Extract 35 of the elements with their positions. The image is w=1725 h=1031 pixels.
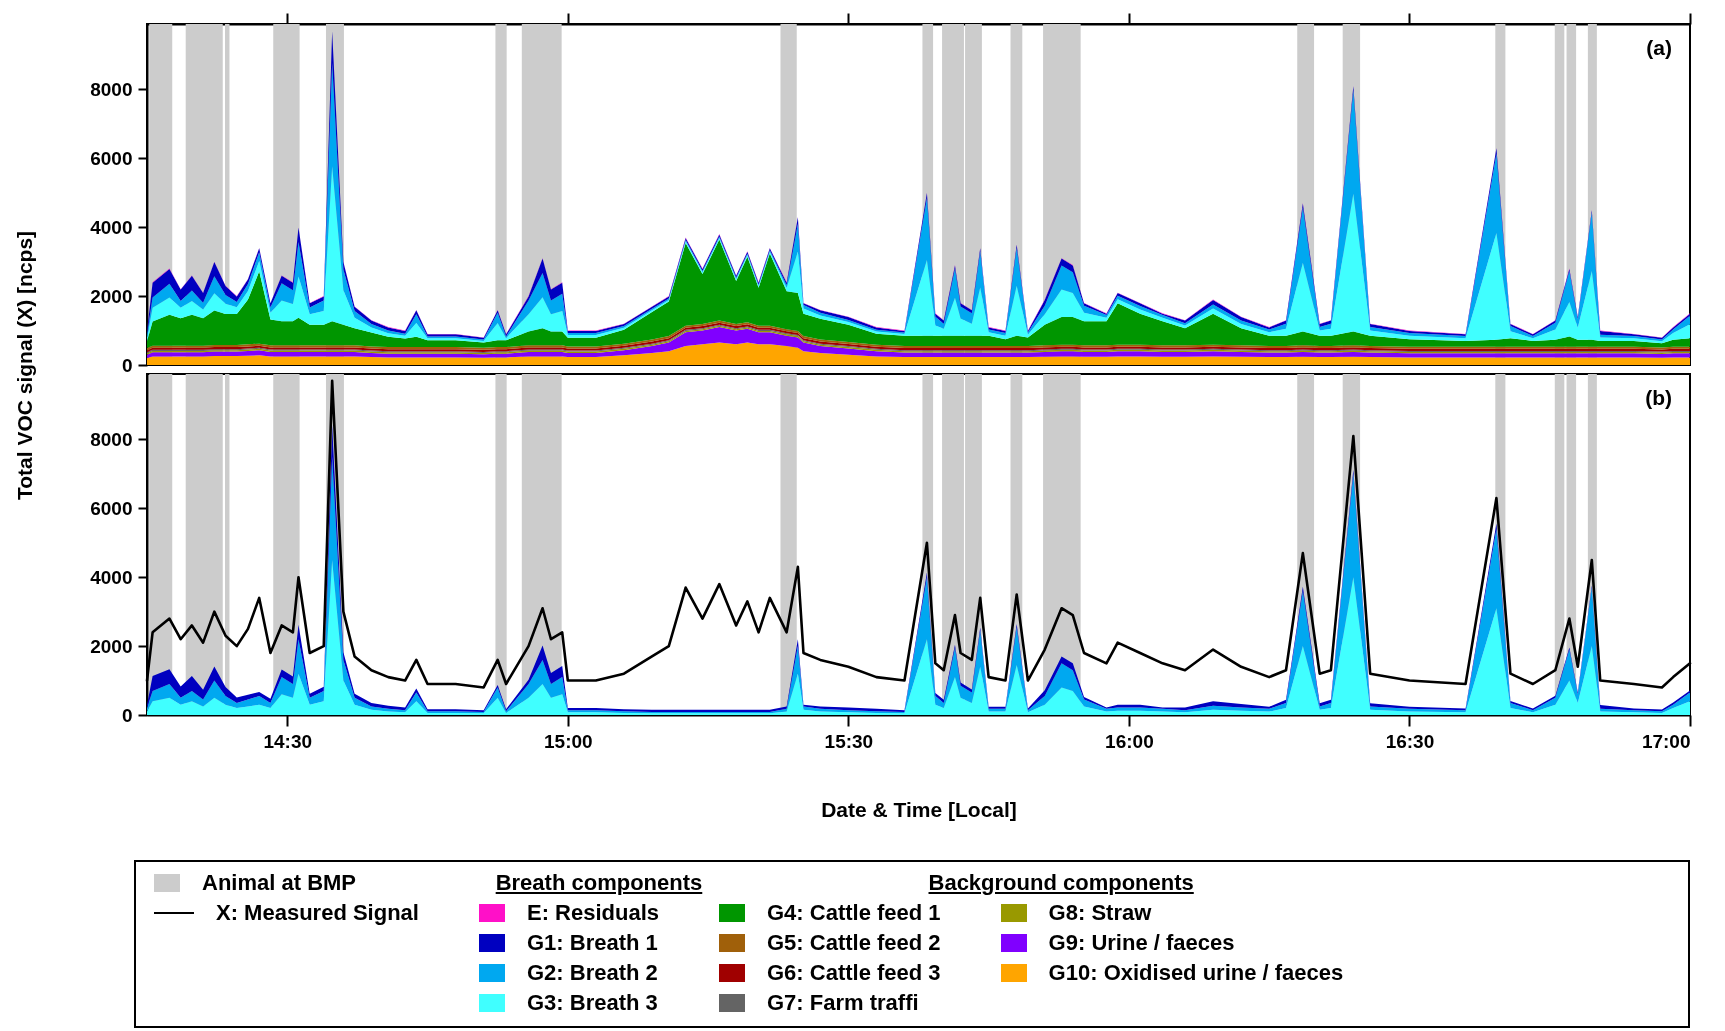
annotation: (b)	[1645, 386, 1672, 409]
y-axis-title: Total VOC signal (X) [ncps]	[12, 230, 36, 501]
legend-label: G2: Breath 2	[526, 959, 658, 987]
x-tick-label: 15:00	[544, 730, 593, 752]
y-tick-label: 6000	[90, 147, 133, 169]
legend-label: E: Residuals	[526, 899, 659, 927]
y-tick-label: 8000	[90, 78, 133, 100]
x-tick-label: 17:00	[1641, 730, 1691, 752]
y-tick-label: 6000	[90, 497, 133, 519]
text: Breath components	[494, 869, 704, 897]
legend-label: G10: Oxidised urine / faeces	[1048, 959, 1344, 987]
annotation: (a)	[1646, 36, 1672, 59]
x-tick-label: 16:30	[1385, 730, 1435, 752]
x-tick-label: 14:30	[263, 730, 313, 752]
legend-label: G3: Breath 3	[526, 989, 658, 1017]
legend-label: G6: Cattle feed 3	[767, 959, 941, 987]
text: Background components	[927, 869, 1195, 897]
legend-label: G5: Cattle feed 2	[767, 929, 941, 957]
legend-label: X: Measured Signal	[216, 899, 419, 927]
y-tick-label: 0	[121, 704, 133, 726]
legend-label: G7: Farm traffi	[767, 989, 919, 1017]
y-tick-label: 2000	[90, 635, 133, 657]
x-tick-label: 16:00	[1105, 730, 1154, 752]
legend-label: G4: Cattle feed 1	[767, 899, 941, 927]
x-axis-title: Date & Time [Local]	[821, 797, 1017, 821]
legend-label: Animal at BMP	[202, 869, 357, 897]
x-tick-label: 15:30	[824, 730, 874, 752]
legend-label: G9: Urine / faeces	[1048, 929, 1235, 957]
y-tick-label: 4000	[90, 566, 133, 588]
legend-label: G8: Straw	[1048, 899, 1152, 927]
y-tick-label: 4000	[90, 216, 133, 238]
y-tick-label: 0	[121, 354, 133, 376]
legend-label: G1: Breath 1	[526, 929, 658, 957]
y-tick-label: 8000	[90, 428, 133, 450]
y-tick-label: 2000	[90, 285, 133, 307]
